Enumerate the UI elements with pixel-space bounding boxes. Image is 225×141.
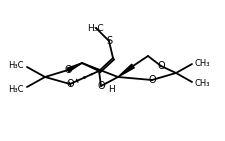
Text: H: H [108,85,115,94]
Text: H₃C: H₃C [9,60,24,70]
Text: H₃C: H₃C [9,84,24,93]
Text: CH₃: CH₃ [194,59,209,68]
Text: O: O [64,65,72,75]
Polygon shape [117,64,134,77]
Text: O: O [148,75,155,85]
Text: CH₃: CH₃ [194,79,209,88]
Text: H₃C: H₃C [86,24,103,32]
Text: O: O [157,61,164,71]
Polygon shape [67,63,82,72]
Text: O: O [97,81,104,91]
Text: O: O [66,79,74,89]
Text: S: S [106,36,112,46]
